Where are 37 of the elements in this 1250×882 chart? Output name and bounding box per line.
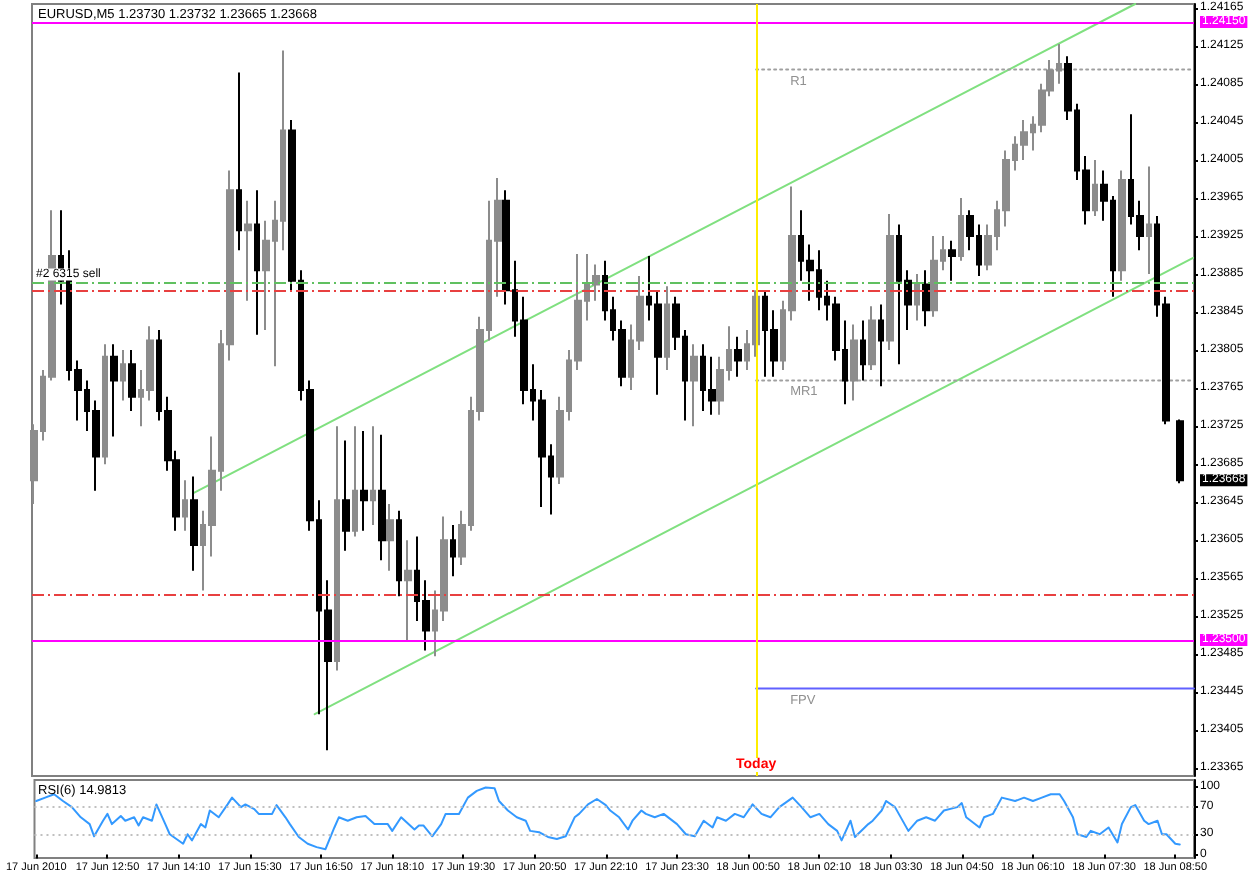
candlestick xyxy=(352,425,358,538)
candlestick xyxy=(120,349,126,402)
candlestick xyxy=(360,429,368,532)
candlestick xyxy=(948,239,956,282)
candlestick xyxy=(450,524,456,578)
candlestick xyxy=(190,475,198,572)
candlestick xyxy=(236,71,242,252)
candlestick xyxy=(370,425,376,527)
candlestick xyxy=(1176,418,1184,485)
candlestick xyxy=(734,335,742,378)
candlestick xyxy=(396,509,402,598)
candlestick xyxy=(860,319,866,382)
line-series xyxy=(35,786,1181,851)
candlestick xyxy=(868,305,876,372)
candlestick xyxy=(378,433,386,562)
candlestick xyxy=(386,503,394,572)
candlestick xyxy=(878,303,884,388)
candlestick xyxy=(244,199,252,302)
candlestick xyxy=(886,213,894,352)
candlestick xyxy=(850,323,858,402)
candlestick xyxy=(110,343,118,438)
candlestick xyxy=(930,234,938,318)
candlestick xyxy=(128,349,136,412)
candlestick xyxy=(1146,165,1152,276)
candlestick xyxy=(254,189,260,336)
candlestick xyxy=(404,539,412,642)
candlestick xyxy=(1118,169,1126,282)
candlestick xyxy=(922,269,930,328)
candlestick xyxy=(690,343,698,428)
candlestick xyxy=(1092,158,1098,218)
candlestick xyxy=(664,285,670,372)
candlestick xyxy=(182,479,188,532)
candlestick xyxy=(102,343,108,466)
candlestick xyxy=(334,425,340,672)
candlestick xyxy=(914,273,920,322)
candlestick xyxy=(958,196,964,262)
candlestick xyxy=(342,439,350,552)
